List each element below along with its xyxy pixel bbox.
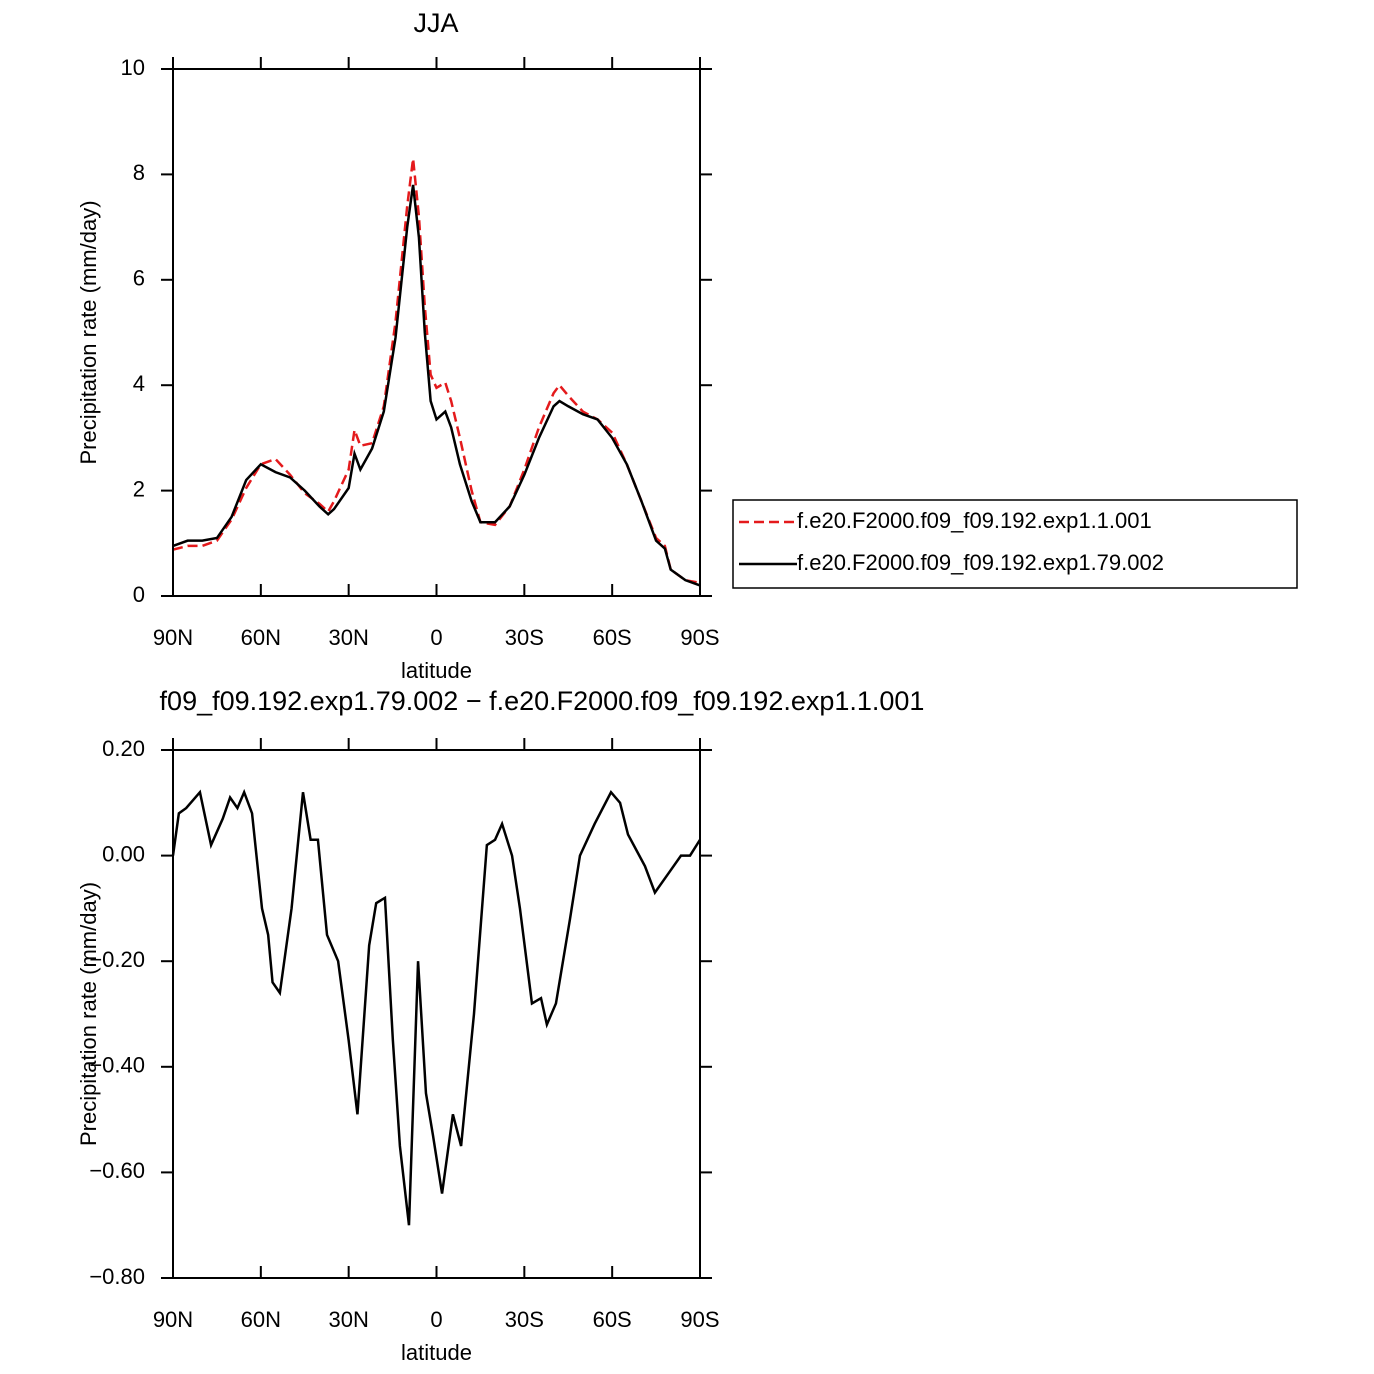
y-axis-label: Precipitation rate (mm/day)	[76, 882, 101, 1146]
x-tick-label: 30N	[328, 1307, 368, 1332]
y-tick-label: −0.60	[89, 1158, 145, 1183]
chart-title: JJA	[413, 8, 458, 38]
plot-frame	[172, 68, 701, 597]
x-tick-label: 60S	[593, 625, 632, 650]
data-line	[172, 158, 701, 585]
chart-title: f09_f09.192.exp1.79.002 − f.e20.F2000.f0…	[160, 686, 925, 716]
x-tick-label: 0	[430, 1307, 442, 1332]
y-tick-label: −0.40	[89, 1053, 145, 1078]
legend-label: f.e20.F2000.f09_f09.192.exp1.79.002	[797, 550, 1164, 575]
y-tick-label: 6	[133, 266, 145, 291]
x-axis-label: latitude	[401, 658, 472, 683]
x-tick-label: 60N	[241, 625, 281, 650]
x-tick-label: 90S	[680, 625, 719, 650]
y-tick-label: −0.80	[89, 1264, 145, 1289]
y-axis-label: Precipitation rate (mm/day)	[76, 200, 101, 464]
x-tick-label: 60N	[241, 1307, 281, 1332]
x-tick-label: 90N	[153, 625, 193, 650]
x-tick-label: 60S	[593, 1307, 632, 1332]
x-tick-label: 30N	[328, 625, 368, 650]
legend-box	[732, 499, 1298, 589]
x-tick-label: 90S	[680, 1307, 719, 1332]
y-tick-label: 10	[121, 55, 145, 80]
y-tick-label: 0.20	[102, 736, 145, 761]
y-tick-label: −0.20	[89, 947, 145, 972]
y-tick-label: 0.00	[102, 841, 145, 866]
x-tick-label: 30S	[505, 625, 544, 650]
legend-label: f.e20.F2000.f09_f09.192.exp1.1.001	[797, 508, 1152, 533]
x-axis-label: latitude	[401, 1340, 472, 1365]
x-tick-label: 30S	[505, 1307, 544, 1332]
y-tick-label: 4	[133, 371, 145, 396]
plot-frame	[172, 749, 701, 1279]
x-tick-label: 0	[430, 625, 442, 650]
y-tick-label: 8	[133, 160, 145, 185]
x-tick-label: 90N	[153, 1307, 193, 1332]
data-line	[171, 788, 702, 1226]
y-tick-label: 2	[133, 476, 145, 501]
data-line	[172, 184, 701, 587]
y-tick-label: 0	[133, 582, 145, 607]
